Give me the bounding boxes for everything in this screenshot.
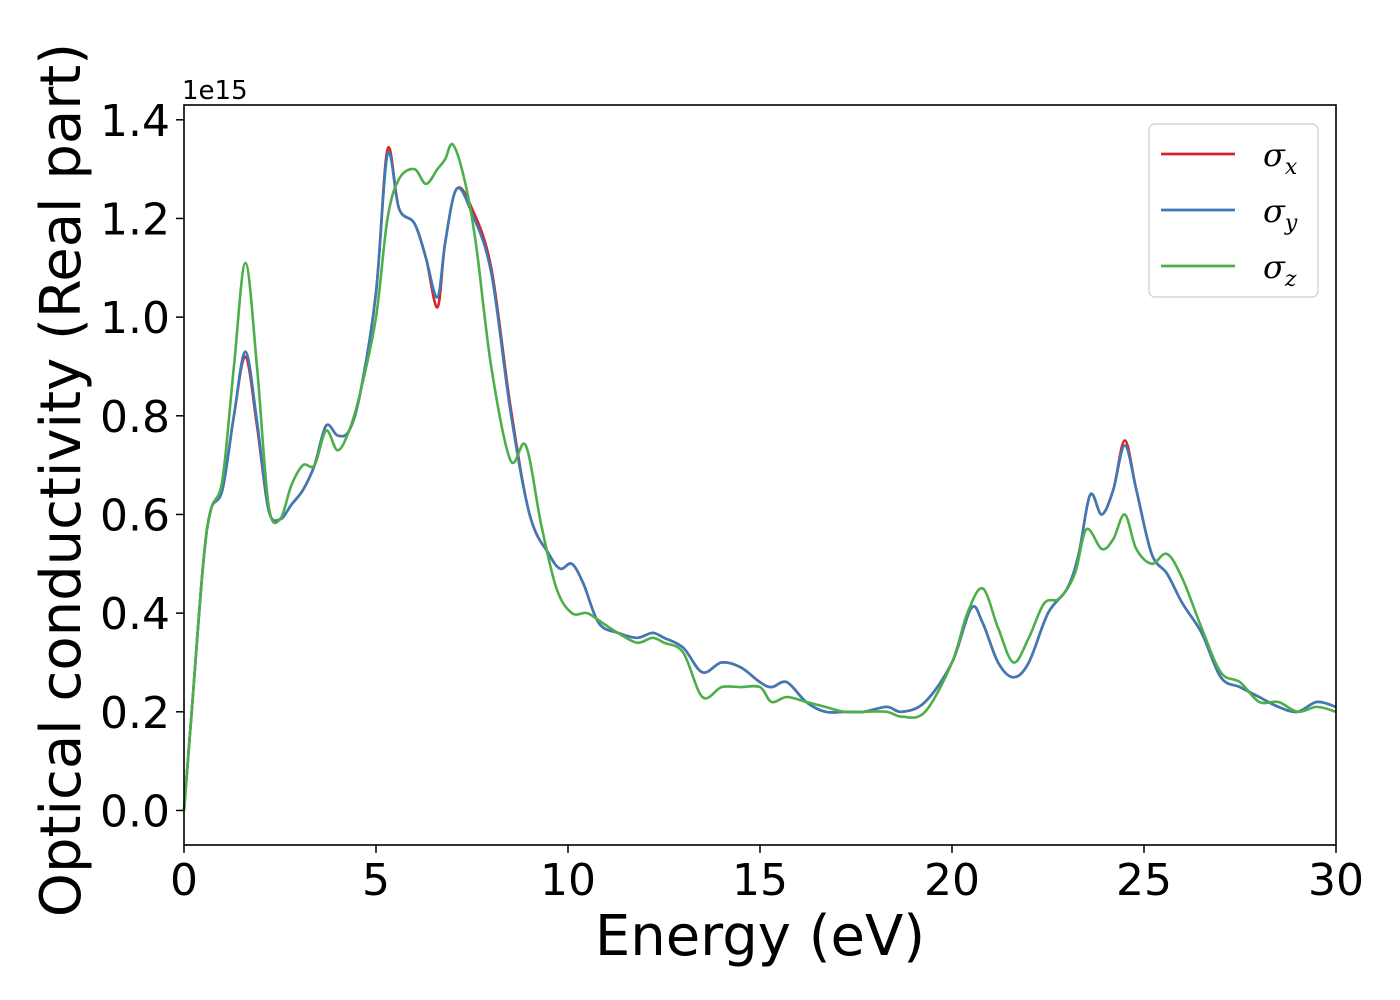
y-tick-label: 0.0 [100,786,170,837]
x-axis-title: Energy (eV) [595,904,925,969]
legend-subscript-z: z [1284,267,1297,292]
series-layer [182,142,1337,811]
y-tick-label: 1.0 [100,293,170,344]
y-tick-label: 0.4 [100,589,170,640]
x-tick-label: 25 [1116,855,1172,906]
series-line-z [182,142,1337,811]
y-axis-title: Optical conductivity (Real part) [29,43,94,917]
y-tick-label: 1.4 [100,96,170,147]
x-tick-label: 0 [170,855,198,906]
x-tick-label: 20 [924,855,980,906]
y-tick-label: 0.8 [100,392,170,443]
legend-subscript-x: x [1285,155,1298,180]
y-tick-label: 0.6 [100,490,170,541]
x-axis-ticks: 0 5 10 15 20 25 30 [170,845,1364,906]
y-tick-label: 1.2 [100,194,170,245]
x-tick-label: 5 [362,855,390,906]
y-offset-label: 1e15 [182,76,248,106]
x-tick-label: 30 [1308,855,1364,906]
y-axis-ticks: 0.0 0.2 0.4 0.6 0.8 1.0 1.2 1.4 [100,96,184,837]
x-tick-label: 15 [732,855,788,906]
y-tick-label: 0.2 [100,688,170,739]
legend-subscript-y: y [1284,211,1298,236]
x-tick-label: 10 [540,855,596,906]
